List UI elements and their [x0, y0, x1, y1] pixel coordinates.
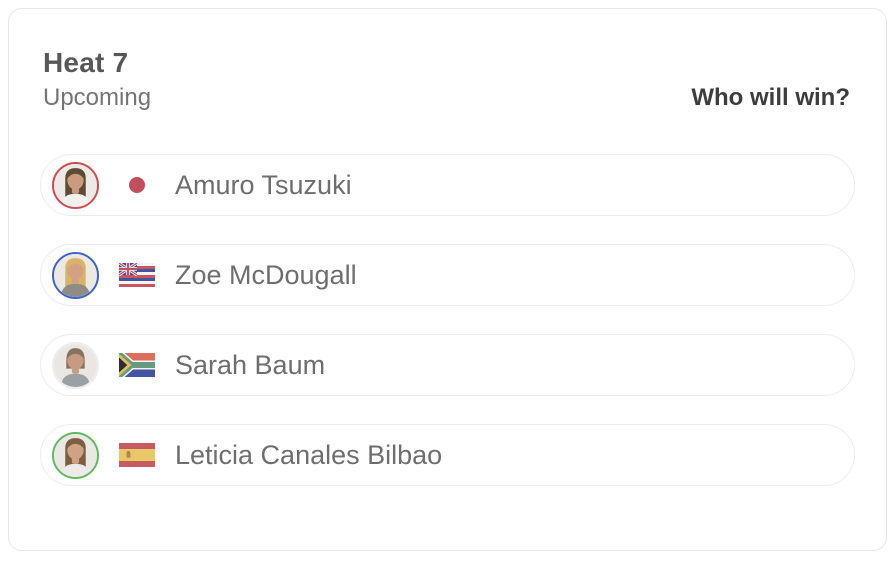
avatar-illustration — [54, 253, 97, 297]
athlete-option-zoe-mcdougall[interactable]: Zoe McDougall — [40, 244, 855, 306]
who-will-win-label: Who will win? — [691, 84, 850, 111]
avatar — [52, 341, 99, 389]
athlete-option-amuro-tsuzuki[interactable]: Amuro Tsuzuki — [40, 154, 855, 216]
athlete-name: Amuro Tsuzuki — [175, 169, 352, 200]
heat-header-left: Heat 7 Upcoming — [43, 46, 151, 113]
flag-south-africa-icon — [119, 353, 155, 377]
athlete-list: Amuro Tsuzuki — [9, 154, 886, 486]
heat-title: Heat 7 — [43, 47, 129, 78]
athlete-name: Leticia Canales Bilbao — [175, 439, 443, 470]
heat-status: Upcoming — [43, 84, 152, 111]
avatar — [52, 161, 99, 209]
flag-hawaii-icon — [119, 263, 155, 287]
athlete-name: Sarah Baum — [175, 349, 326, 380]
heat-card: Heat 7 Upcoming Who will win? — [8, 8, 887, 551]
heat-card-header: Heat 7 Upcoming Who will win? — [9, 9, 886, 113]
flag-spain-icon — [119, 443, 155, 467]
avatar-illustration — [54, 163, 97, 207]
avatar — [52, 431, 99, 479]
avatar — [52, 251, 99, 299]
athlete-option-sarah-baum[interactable]: Sarah Baum — [40, 334, 855, 396]
avatar-illustration — [54, 433, 97, 477]
flag-japan-icon — [119, 173, 155, 197]
athlete-option-leticia-canales-bilbao[interactable]: Leticia Canales Bilbao — [40, 424, 855, 486]
athlete-name: Zoe McDougall — [175, 259, 357, 290]
avatar-illustration — [54, 343, 97, 387]
